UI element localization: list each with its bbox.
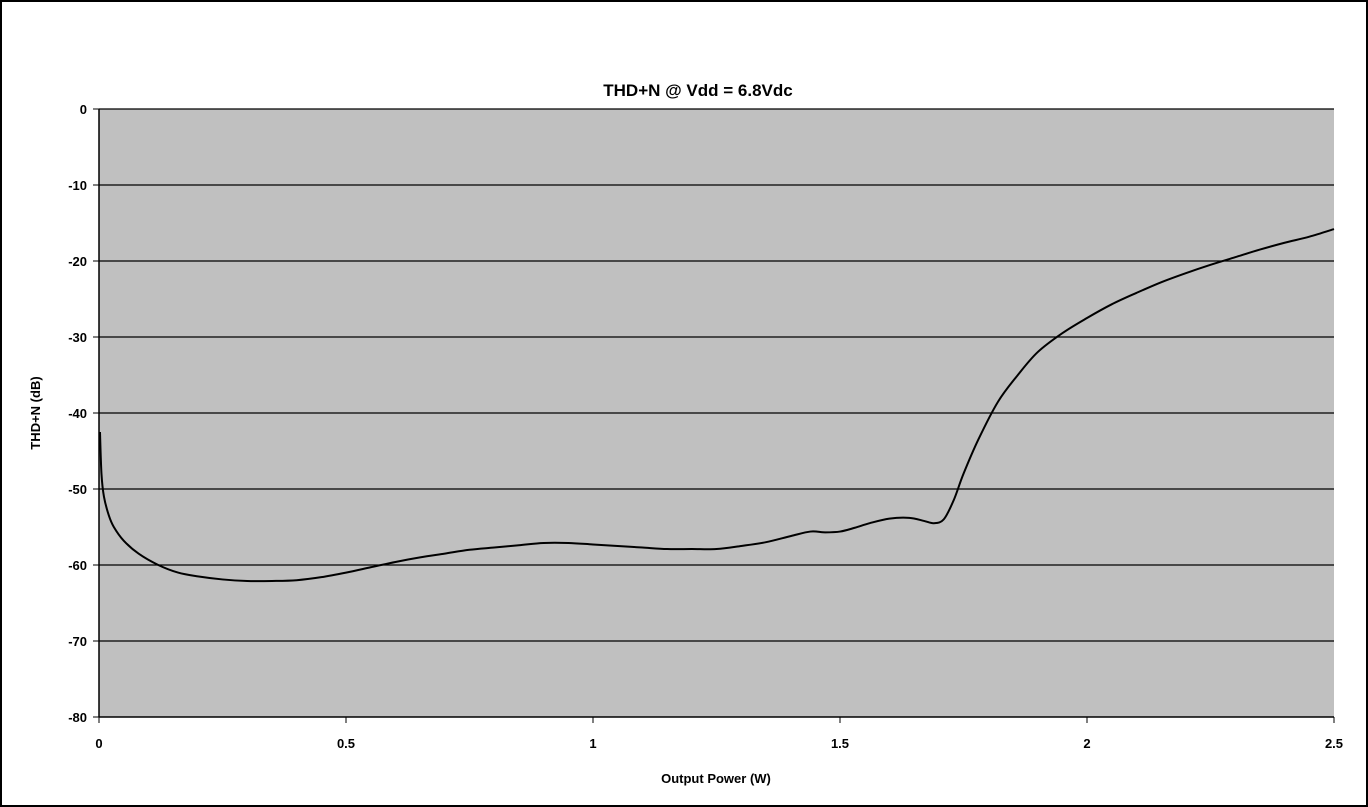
x-axis-title: Output Power (W) xyxy=(661,771,771,786)
y-tick-label: -50 xyxy=(68,482,87,497)
y-axis-title: THD+N (dB) xyxy=(28,376,43,449)
y-tick-label: -30 xyxy=(68,330,87,345)
y-tick-label: -40 xyxy=(68,406,87,421)
y-tick-label: -60 xyxy=(68,558,87,573)
grid-lines xyxy=(99,108,1334,642)
y-tick-label: -70 xyxy=(68,634,87,649)
chart-title: THD+N @ Vdd = 6.8Vdc xyxy=(603,81,792,100)
x-tick-label: 2.5 xyxy=(1325,736,1343,751)
y-tick-label: 0 xyxy=(80,102,87,117)
x-tick-label: 2 xyxy=(1083,736,1090,751)
y-tick-label: -20 xyxy=(68,254,87,269)
y-tick-label: -80 xyxy=(68,710,87,725)
x-tick-label: 1 xyxy=(589,736,596,751)
y-tick-label: -10 xyxy=(68,178,87,193)
x-tick-label: 0.5 xyxy=(337,736,355,751)
x-axis-ticks: 0 0.5 1 1.5 2 2.5 xyxy=(95,717,1343,751)
series-line xyxy=(98,228,1335,583)
y-axis-ticks: 0 -10 -20 -30 -40 -50 -60 -70 -80 xyxy=(68,102,99,725)
x-tick-label: 1.5 xyxy=(831,736,849,751)
x-tick-label: 0 xyxy=(95,736,102,751)
